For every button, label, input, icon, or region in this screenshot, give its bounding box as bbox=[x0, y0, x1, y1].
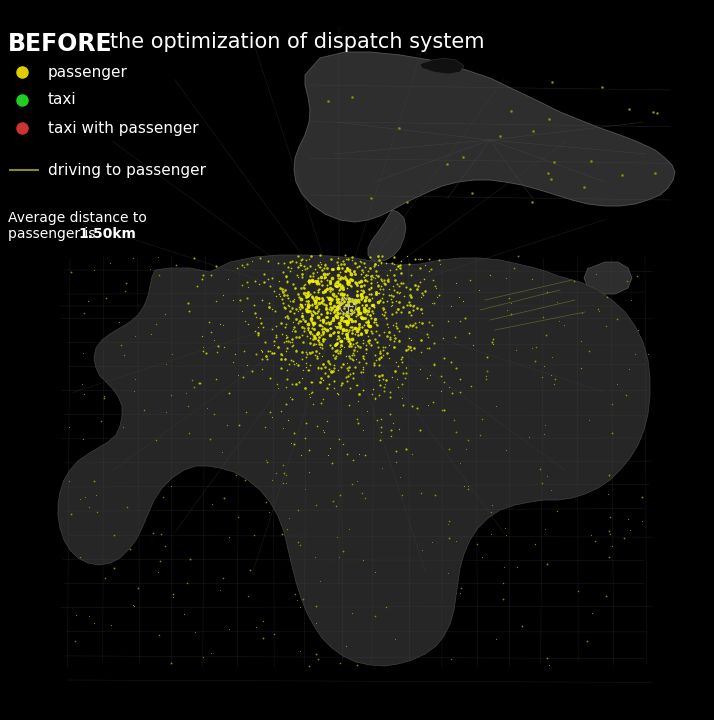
Text: 1.50km: 1.50km bbox=[79, 227, 136, 241]
Polygon shape bbox=[368, 210, 406, 262]
Polygon shape bbox=[294, 52, 675, 222]
Text: driving to passenger: driving to passenger bbox=[48, 163, 206, 178]
Polygon shape bbox=[58, 255, 650, 666]
Polygon shape bbox=[420, 58, 464, 74]
Text: taxi with passenger: taxi with passenger bbox=[48, 120, 198, 135]
Text: BEFORE: BEFORE bbox=[8, 32, 113, 56]
Text: the optimization of dispatch system: the optimization of dispatch system bbox=[110, 32, 485, 52]
Text: passenger: passenger bbox=[48, 65, 128, 79]
Text: passenger is: passenger is bbox=[8, 227, 100, 241]
Polygon shape bbox=[584, 262, 632, 294]
Text: taxi: taxi bbox=[48, 92, 76, 107]
Text: Average distance to: Average distance to bbox=[8, 211, 147, 225]
